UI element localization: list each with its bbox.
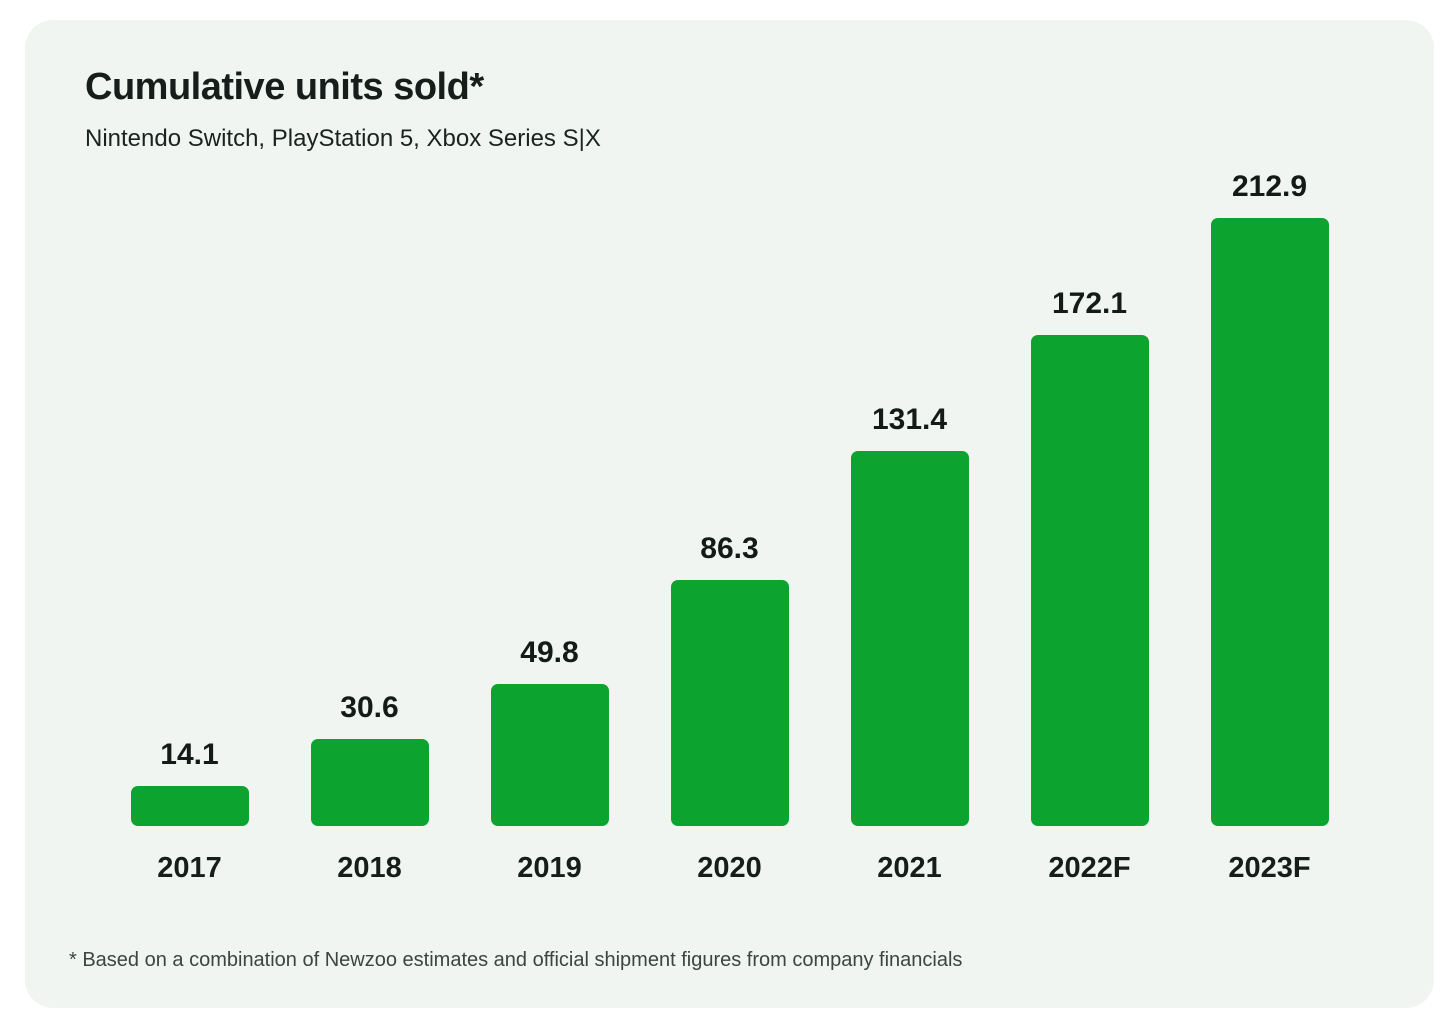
x-axis-label: 2018 — [337, 852, 402, 884]
bar-value-label: 212.9 — [1231, 170, 1308, 203]
bar-value-label: 172.1 — [1051, 287, 1128, 320]
bar — [850, 451, 969, 826]
bar-column: 86.3 — [670, 532, 789, 826]
chart-header: Cumulative units sold* Nintendo Switch, … — [85, 66, 601, 153]
footnote: * Based on a combination of Newzoo estim… — [69, 949, 963, 971]
bar-column: 30.6 — [310, 691, 429, 826]
x-axis: 2017 2018 2019 2020 2021 2022F 2023F — [25, 852, 1434, 885]
x-axis-label: 2019 — [517, 852, 582, 884]
x-axis-label: 2021 — [877, 852, 942, 884]
bar-column: 131.4 — [850, 403, 969, 826]
chart-title: Cumulative units sold* — [85, 66, 484, 108]
bar-value-label: 49.8 — [520, 636, 579, 669]
bar-column: 49.8 — [490, 636, 609, 826]
x-axis-label: 2017 — [157, 852, 222, 884]
bar-column: 172.1 — [1030, 287, 1149, 826]
bar-value-label: 30.6 — [340, 691, 399, 724]
x-axis-label: 2020 — [697, 852, 762, 884]
bar-column: 14.1 — [130, 738, 249, 826]
x-axis-label: 2023F — [1228, 852, 1311, 884]
bar — [670, 580, 789, 826]
bar — [490, 684, 609, 826]
bar-chart: 14.1 30.6 49.8 86.3 131.4 172.1 212.9 — [25, 170, 1434, 826]
chart-subtitle: Nintendo Switch, PlayStation 5, Xbox Ser… — [85, 125, 601, 152]
bar — [310, 739, 429, 826]
bar — [1210, 218, 1329, 826]
bar — [130, 786, 249, 826]
chart-card: Cumulative units sold* Nintendo Switch, … — [25, 20, 1434, 1008]
bar — [1030, 335, 1149, 826]
x-axis-label: 2022F — [1048, 852, 1131, 884]
bar-value-label: 14.1 — [160, 738, 219, 771]
bar-column: 212.9 — [1210, 170, 1329, 826]
bar-value-label: 86.3 — [700, 532, 759, 565]
bar-value-label: 131.4 — [871, 403, 948, 436]
